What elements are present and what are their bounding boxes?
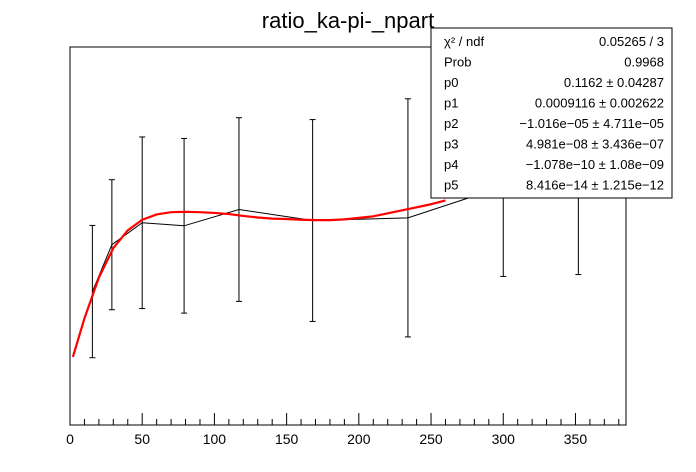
x-tick-label: 200 <box>347 431 371 447</box>
fit-curve <box>71 199 446 358</box>
x-tick-label: 50 <box>134 431 150 447</box>
stats-row-label: p4 <box>444 157 458 172</box>
stats-row-value: 8.416e−14 ± 1.215e−12 <box>526 178 664 193</box>
stats-row-label: p3 <box>444 137 458 152</box>
x-axis: 0 50 100 150 200 250 300 350 <box>66 413 620 447</box>
x-tick-label: 250 <box>419 431 443 447</box>
x-tick-label: 300 <box>492 431 516 447</box>
stats-row-label: χ² / ndf <box>444 34 484 49</box>
stats-row-value: 4.981e−08 ± 3.436e−07 <box>526 137 664 152</box>
stats-row-value: 0.0009116 ± 0.002622 <box>535 96 664 111</box>
plot-frame <box>69 46 627 426</box>
stats-row-label: Prob <box>444 55 471 70</box>
x-tick-label: 150 <box>275 431 299 447</box>
stats-row-label: p5 <box>444 178 458 193</box>
stats-row-label: p1 <box>444 96 458 111</box>
stats-row-value: −1.078e−10 ± 1.08e−09 <box>526 157 664 172</box>
stats-row-label: p0 <box>444 75 458 90</box>
stats-row-value: 0.9968 <box>624 55 664 70</box>
chart-title: ratio_ka-pi-_npart <box>262 8 434 33</box>
x-tick-label: 350 <box>564 431 588 447</box>
x-tick-label: 100 <box>203 431 227 447</box>
stats-row-value: −1.016e−05 ± 4.711e−05 <box>519 116 664 131</box>
stats-row-value: 0.05265 / 3 <box>599 34 664 49</box>
x-tick-label: 0 <box>66 431 74 447</box>
stats-row-value: 0.1162 ± 0.04287 <box>564 75 664 90</box>
data-series-line <box>91 182 579 292</box>
series-layer <box>71 182 579 358</box>
stats-box: χ² / ndf 0.05265 / 3 Prob 0.9968 p0 0.1162 ± … <box>430 27 673 199</box>
stats-row-label: p2 <box>444 116 458 131</box>
stats-box-frame <box>430 27 673 199</box>
